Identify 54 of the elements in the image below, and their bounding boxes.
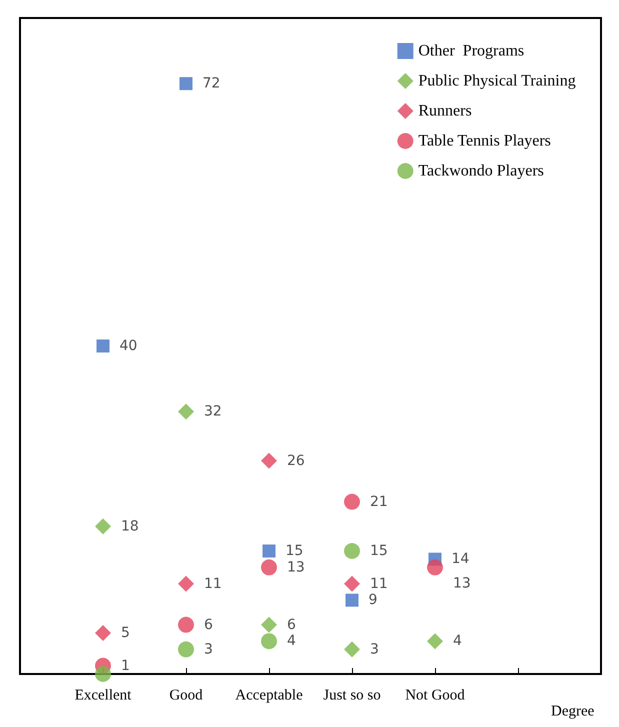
x-tick-label: Not Good bbox=[405, 688, 466, 704]
data-label: 11 bbox=[204, 576, 222, 592]
point bbox=[261, 633, 277, 650]
point bbox=[95, 518, 111, 534]
point bbox=[346, 594, 358, 607]
data-label: 4 bbox=[287, 633, 296, 650]
data-label: 11 bbox=[370, 576, 388, 592]
x-tick-label: Acceptable bbox=[235, 688, 304, 704]
point bbox=[261, 616, 277, 633]
data-label: 15 bbox=[370, 543, 388, 559]
point bbox=[344, 576, 360, 592]
legend-label: Table Tennis Players bbox=[418, 132, 551, 150]
data-label: 6 bbox=[287, 616, 296, 633]
x-axis-title: Degree bbox=[551, 704, 595, 720]
x-tick-label: Just so so bbox=[323, 688, 381, 704]
point bbox=[262, 544, 276, 558]
data-label: 6 bbox=[204, 616, 213, 633]
data-label: 32 bbox=[204, 404, 222, 420]
data-label: 18 bbox=[121, 518, 139, 534]
data-label: 26 bbox=[287, 452, 305, 469]
data-label: 72 bbox=[202, 76, 220, 92]
x-tick-label: Excellent bbox=[74, 688, 132, 704]
x-tick-label: Good bbox=[169, 688, 204, 704]
legend-label: Runners bbox=[418, 102, 472, 120]
data-label: 21 bbox=[370, 494, 388, 510]
point bbox=[95, 666, 111, 682]
point bbox=[96, 340, 110, 352]
point bbox=[180, 77, 192, 90]
data-label: 5 bbox=[121, 625, 130, 641]
point bbox=[344, 543, 360, 559]
data-label: 14 bbox=[452, 551, 470, 568]
point bbox=[344, 494, 360, 510]
point bbox=[95, 625, 111, 641]
data-label: 9 bbox=[368, 592, 378, 608]
data-label: 3 bbox=[370, 641, 379, 658]
data-label: 13 bbox=[287, 559, 305, 576]
point bbox=[178, 641, 194, 658]
point bbox=[427, 633, 443, 650]
point bbox=[344, 641, 360, 658]
data-label: 1 bbox=[121, 658, 130, 674]
data-label: 15 bbox=[286, 543, 304, 559]
legend-label: Other Programs bbox=[418, 42, 524, 60]
point bbox=[261, 452, 277, 469]
data-label: 40 bbox=[120, 338, 138, 354]
point bbox=[178, 576, 194, 592]
point bbox=[178, 616, 194, 633]
point bbox=[261, 559, 277, 576]
point bbox=[427, 559, 443, 576]
data-label: 4 bbox=[453, 633, 462, 650]
point bbox=[178, 404, 194, 420]
legend-label: Tackwondo Players bbox=[418, 162, 544, 180]
data-label: 13 bbox=[453, 575, 471, 592]
legend-label: Public Physical Training bbox=[418, 72, 576, 90]
data-label: 3 bbox=[204, 641, 213, 658]
